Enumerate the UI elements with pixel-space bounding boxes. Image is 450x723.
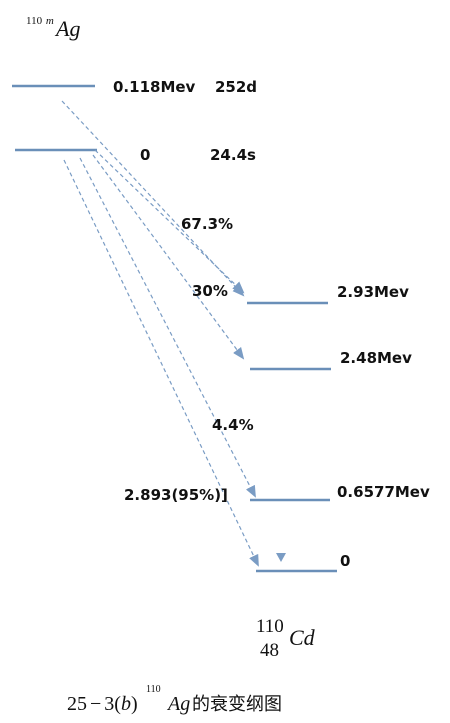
parent-level-isomer-energy: 0.118Mev — [113, 78, 196, 96]
daughter-level-ground-energy: 0 — [340, 552, 350, 570]
parent-nuclide-symbol: 110 m Ag — [26, 15, 80, 41]
branch-label-30: 30% — [192, 282, 228, 300]
parent-element-symbol: Ag — [54, 16, 80, 41]
figure-caption: 25−3(b) 110 Ag 的衰变纲图 — [67, 684, 282, 715]
transition-arrow-ground-to-0658 — [80, 158, 255, 496]
caption-prefix-text: 25−3(b) — [67, 693, 138, 715]
daughter-nuclide-symbol: 110 48 Cd — [256, 616, 316, 661]
parent-level-ground-halflife: 24.4s — [210, 146, 256, 164]
svg-text:110 m: 110 m — [26, 15, 54, 27]
transition-arrow-isomer-to-2930 — [62, 101, 243, 295]
branch-label-4-4: 4.4% — [212, 416, 254, 434]
parent-level-ground-energy: 0 — [140, 146, 150, 164]
daughter-level-2930-energy: 2.93Mev — [337, 283, 409, 301]
caption-title-text: 的衰变纲图 — [192, 694, 282, 715]
branch-label-2893: 2.893(95%)] — [124, 486, 228, 504]
daughter-level-0658-energy: 0.6577Mev — [337, 483, 430, 501]
daughter-mass-number: 110 — [256, 616, 284, 637]
parent-isomer-mark: m — [46, 15, 54, 27]
caption-mass-superscript: 110 — [146, 684, 161, 695]
caption-element-symbol: Ag — [166, 693, 190, 715]
daughter-element-symbol: Cd — [289, 625, 316, 650]
branch-label-67-3: 67.3% — [181, 215, 233, 233]
daughter-level-2480-energy: 2.48Mev — [340, 349, 412, 367]
parent-level-isomer-halflife: 252d — [215, 78, 257, 96]
daughter-atomic-number: 48 — [260, 640, 279, 661]
transition-small-arrowhead — [276, 553, 286, 562]
parent-mass-number: 110 — [26, 15, 43, 27]
